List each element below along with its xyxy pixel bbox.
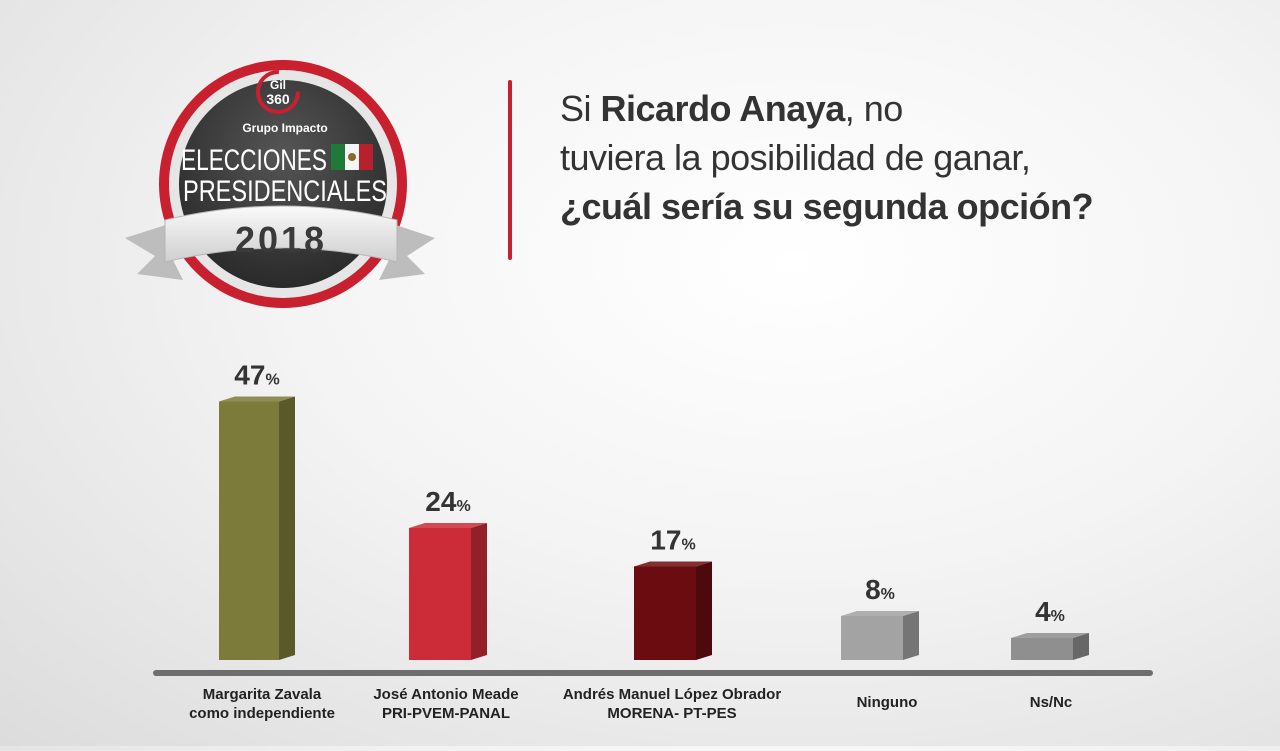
bar-4 bbox=[1011, 638, 1073, 660]
bar-top-0 bbox=[219, 396, 295, 402]
bar-1 bbox=[409, 528, 471, 660]
bar-3 bbox=[841, 616, 903, 660]
bar-top-2 bbox=[634, 561, 712, 567]
bar-side-0 bbox=[279, 396, 295, 660]
bar-side-1 bbox=[471, 523, 487, 660]
logo-line2: PRESIDENCIALES bbox=[183, 175, 387, 208]
value-label-4: 4% bbox=[1035, 596, 1065, 627]
headline-line-2: tuviera la posibilidad de ganar, bbox=[560, 137, 1031, 178]
value-label-2: 17% bbox=[650, 525, 695, 556]
headline-line-1: Si Ricardo Anaya, no bbox=[560, 88, 903, 129]
value-label-0: 47% bbox=[234, 360, 279, 391]
category-label-0: Margarita Zavala como independiente bbox=[189, 686, 335, 722]
logo-line1: ELECCIONES bbox=[181, 144, 327, 177]
bar-top-4 bbox=[1011, 633, 1089, 638]
bar-top-3 bbox=[841, 611, 919, 616]
logo-brand-top: Gil bbox=[270, 78, 286, 92]
bar-side-4 bbox=[1073, 633, 1089, 660]
title-divider bbox=[508, 80, 512, 260]
elecciones-2018-logo: Gil 360 Grupo Impacto ELECCIONES PRESIDE… bbox=[125, 60, 435, 308]
logo-year: 2018 bbox=[235, 219, 327, 260]
chart-headline: Si Ricardo Anaya, no tuviera la posibili… bbox=[560, 84, 1260, 231]
bar-side-2 bbox=[696, 561, 712, 660]
bar-top-1 bbox=[409, 523, 487, 528]
mexico-flag-icon bbox=[331, 144, 373, 170]
category-label-2: Andrés Manuel López Obrador MORENA- PT-PE… bbox=[562, 686, 782, 722]
category-label-3: Ninguno bbox=[856, 694, 918, 711]
category-label-1: José Antonio Meade PRI-PVEM-PANAL bbox=[373, 686, 519, 722]
bar-side-3 bbox=[903, 611, 919, 660]
chart-baseline bbox=[153, 670, 1153, 676]
logo-brand-bottom: 360 bbox=[266, 91, 290, 107]
bar-chart-svg: 47% 24% 17% 8% 4% bbox=[153, 360, 1153, 676]
bar-chart: 47% 24% 17% 8% 4% Margarita Zavala como indep… bbox=[0, 300, 1280, 746]
value-label-3: 8% bbox=[865, 574, 895, 605]
logo-group: Grupo Impacto bbox=[242, 121, 327, 135]
headline-line-3: ¿cuál sería su segunda opción? bbox=[560, 186, 1094, 227]
bar-0 bbox=[219, 401, 279, 660]
bar-2 bbox=[634, 566, 696, 660]
category-label-4: Ns/Nc bbox=[1029, 694, 1073, 711]
value-label-1: 24% bbox=[425, 486, 470, 517]
